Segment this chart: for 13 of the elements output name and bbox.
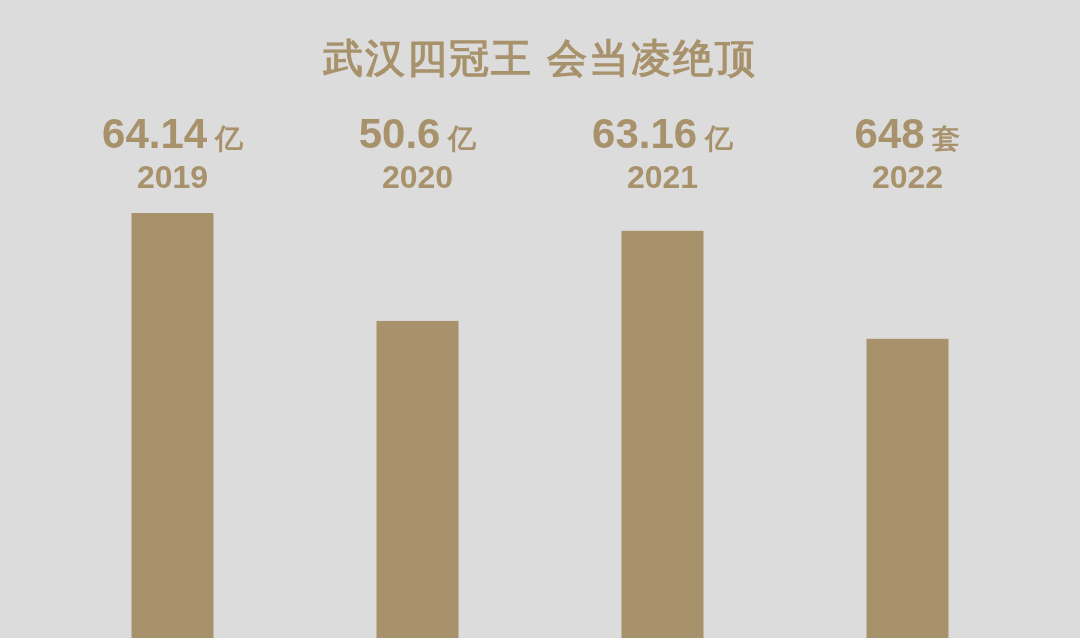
- x-tick-label: 2021: [626, 159, 699, 195]
- x-tick-label: 2022: [871, 159, 944, 195]
- bar: [866, 338, 949, 638]
- chart-title: 武汉四冠王 会当凌绝顶: [322, 36, 757, 80]
- text: 64.14 亿: [102, 110, 244, 157]
- bar: [621, 230, 704, 638]
- text: 63.16 亿: [592, 110, 734, 157]
- bar: [131, 213, 214, 638]
- text: 648 套: [854, 110, 961, 157]
- x-tick-label: 2020: [381, 159, 454, 195]
- text: 50.6 亿: [358, 110, 478, 157]
- bar: [376, 320, 459, 638]
- x-tick-label: 2019: [136, 159, 209, 195]
